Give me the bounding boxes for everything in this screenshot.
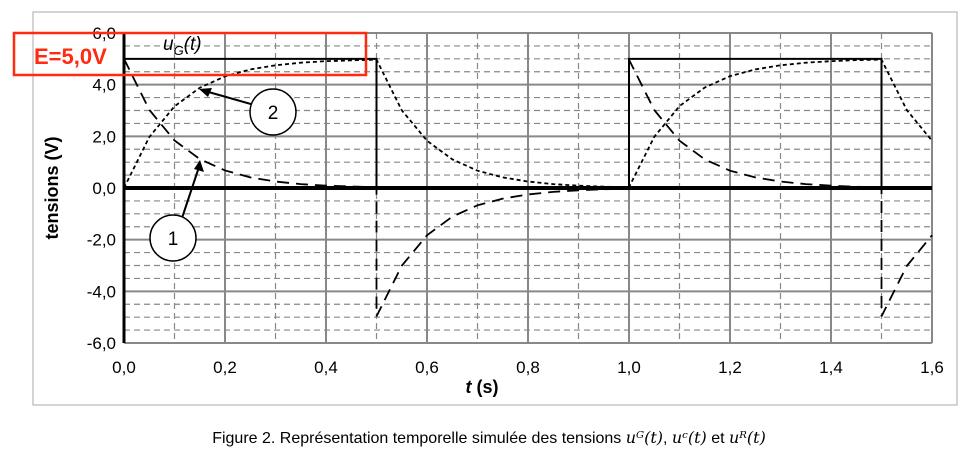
y-tick-label: -4,0: [87, 282, 116, 301]
x-axis-label: t (s): [466, 377, 499, 397]
figure-caption: Figure 2. Représentation temporelle simu…: [212, 428, 766, 447]
x-tick-label: 0,0: [112, 358, 136, 377]
x-tick-label: 1,2: [718, 358, 742, 377]
callout-1-circle: [149, 214, 197, 262]
callout-2-arrow: [204, 90, 259, 107]
callout-2-arrowhead: [199, 88, 212, 97]
ug-label: uG(t): [163, 34, 202, 58]
x-tick-label: 1,4: [819, 358, 843, 377]
callout-2-label: 2: [268, 103, 279, 124]
e-box-label: E=5,0V: [34, 44, 107, 69]
series-uG: [124, 57, 932, 189]
x-tick-label: 0,2: [213, 358, 237, 377]
callout-1-arrowhead: [194, 160, 204, 172]
figure-frame: [32, 11, 958, 406]
callout-2-circle: [249, 88, 297, 136]
y-tick-label: -2,0: [87, 231, 116, 250]
y-axis-label: tensions (V): [42, 136, 62, 239]
e-box: [12, 31, 368, 77]
callout-1-label: 1: [168, 229, 179, 250]
x-tick-label: 1,6: [920, 358, 944, 377]
y-tick-label: 4,0: [92, 76, 116, 95]
y-tick-label: -6,0: [87, 334, 116, 353]
callout-1-arrow: [181, 166, 200, 219]
series-uR: [123, 58, 933, 317]
x-tick-label: 0,8: [516, 358, 540, 377]
y-tick-label: 0,0: [92, 179, 116, 198]
y-tick-label: 2,0: [92, 127, 116, 146]
series-uC: [123, 58, 933, 189]
x-tick-label: 1,0: [617, 358, 641, 377]
x-tick-label: 0,6: [415, 358, 439, 377]
x-tick-label: 0,4: [314, 358, 338, 377]
